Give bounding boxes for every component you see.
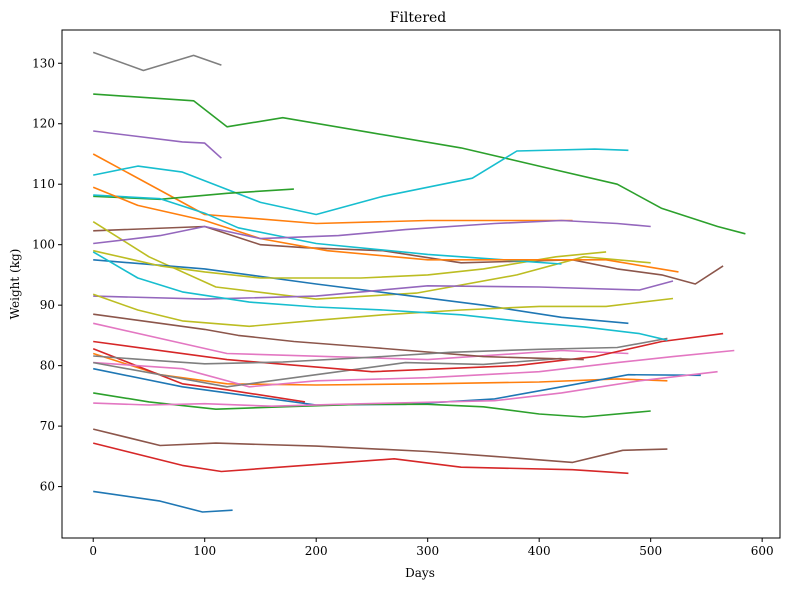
- series-line-13: [93, 188, 294, 201]
- series-line-24: [93, 332, 724, 373]
- series-line-8: [92, 51, 222, 72]
- series-line-2: [92, 153, 573, 225]
- chart-title: Filtered: [390, 10, 447, 26]
- series-line-1: [93, 490, 233, 513]
- x-tick-label: 600: [751, 544, 774, 558]
- series-line-27: [93, 370, 718, 408]
- plot-lines: [92, 51, 746, 513]
- series-line-25: [93, 219, 651, 245]
- series-line-15: [93, 280, 674, 300]
- y-tick-label: 130: [32, 56, 55, 70]
- series-line-7: [93, 322, 629, 361]
- series-line-5: [93, 130, 222, 159]
- series-line-10: [93, 148, 629, 216]
- series-line-26: [93, 313, 584, 361]
- x-tick-label: 300: [416, 544, 439, 558]
- y-tick-label: 120: [32, 117, 55, 131]
- x-tick-label: 200: [305, 544, 328, 558]
- x-tick-label: 400: [528, 544, 551, 558]
- series-line-28: [93, 337, 668, 365]
- y-tick-label: 70: [40, 419, 55, 433]
- plot-frame: [61, 29, 781, 539]
- series-line-20: [93, 194, 562, 265]
- series-line-29: [92, 293, 674, 328]
- x-tick-label: 0: [89, 544, 97, 558]
- series-line-19: [93, 249, 607, 279]
- y-tick-label: 100: [32, 238, 55, 252]
- series-line-30: [92, 251, 668, 341]
- x-tick-label: 500: [639, 544, 662, 558]
- y-tick-label: 110: [32, 177, 55, 191]
- y-axis-ticks: 60 70 80 90 100 110 120 130: [32, 56, 62, 494]
- y-axis-label: Weight (kg): [8, 249, 22, 320]
- series-line-3: [93, 93, 746, 235]
- series-line-16: [93, 428, 668, 464]
- x-axis-label: Days: [405, 566, 435, 580]
- series-line-11: [93, 259, 629, 325]
- series-line-4: [93, 442, 629, 475]
- series-line-22: [92, 186, 679, 273]
- series-line-23: [93, 392, 651, 418]
- x-axis-ticks: 0 100 200 300 400 500 600: [89, 538, 774, 558]
- series-line-18: [93, 357, 562, 388]
- x-tick-label: 100: [193, 544, 216, 558]
- series-line-6: [93, 225, 724, 285]
- y-tick-label: 80: [40, 359, 55, 373]
- y-tick-label: 90: [40, 298, 55, 312]
- y-tick-label: 60: [40, 480, 55, 494]
- series-line-17: [93, 349, 735, 388]
